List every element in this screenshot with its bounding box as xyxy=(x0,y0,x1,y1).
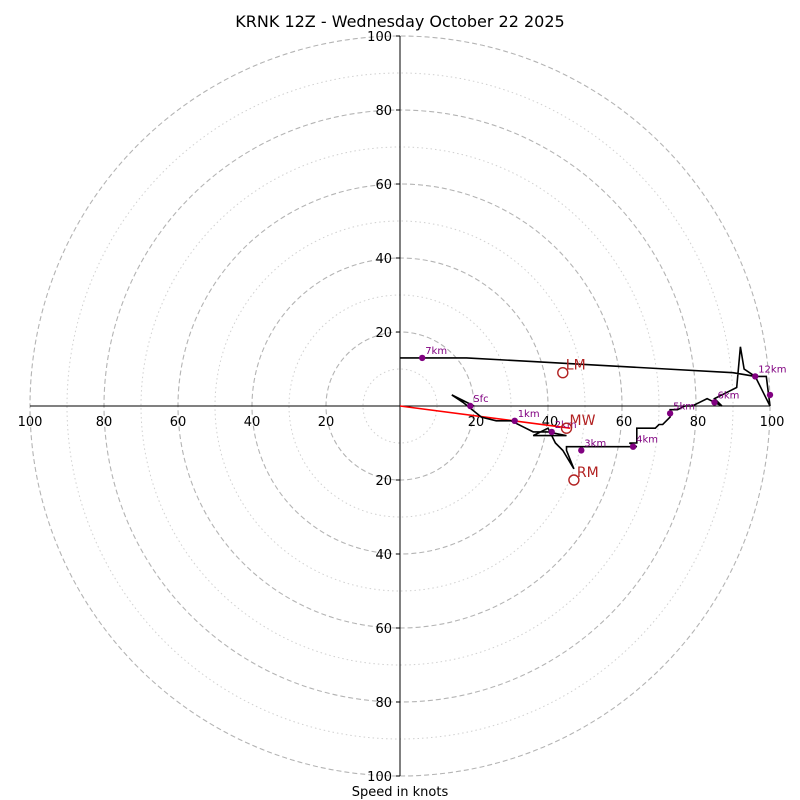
x-tick-label-left: 20 xyxy=(318,415,335,430)
height-marker-label: 7km xyxy=(425,346,447,357)
storm-motion-marker xyxy=(557,367,569,379)
x-tick-label-left: 100 xyxy=(18,415,43,430)
height-marker-dot xyxy=(666,410,674,417)
y-tick-label-down: 80 xyxy=(375,696,392,711)
height-marker-label: 4km xyxy=(636,435,658,446)
storm-motion-marker xyxy=(568,474,580,486)
storm-motion-label: MW xyxy=(570,413,596,429)
height-marker-dot xyxy=(511,417,518,424)
height-marker-label: 6km xyxy=(718,390,740,401)
y-tick-label-down: 60 xyxy=(375,622,392,637)
chart-title: KRNK 12Z - Wednesday October 22 2025 xyxy=(235,12,564,31)
height-marker-dot xyxy=(578,447,585,454)
y-tick-label-down: 100 xyxy=(367,770,392,785)
height-marker-label: 5km xyxy=(673,401,695,412)
y-tick-label-down: 20 xyxy=(375,474,392,489)
height-marker-label: 1km xyxy=(518,409,540,420)
x-tick-label-left: 40 xyxy=(244,415,261,430)
storm-motion-label: LM xyxy=(566,358,586,374)
height-marker-label: 12km xyxy=(758,364,786,375)
height-marker-label: Sfc xyxy=(473,394,488,405)
height-marker-label: 2km xyxy=(555,420,577,431)
height-marker-dot xyxy=(419,354,426,362)
x-tick-label-right: 100 xyxy=(760,415,785,430)
height-marker-dot xyxy=(752,373,759,380)
height-marker-dot xyxy=(629,443,637,450)
height-marker-dot xyxy=(548,428,555,436)
height-marker-dot xyxy=(467,402,474,410)
storm-motion-label: RM xyxy=(577,465,599,481)
x-tick-label-left: 80 xyxy=(96,415,113,430)
storm-motion-markers: LM MW RM xyxy=(557,358,599,486)
x-axis-label: Speed in knots xyxy=(352,785,449,800)
x-tick-label-right: 80 xyxy=(690,415,707,430)
y-tick-label-up: 80 xyxy=(375,104,392,119)
height-marker-label: 3km xyxy=(584,438,606,449)
y-tick-label-up: 60 xyxy=(375,178,392,193)
x-tick-label-right: 20 xyxy=(468,415,485,430)
height-marker-dot xyxy=(766,391,774,399)
height-marker-dot xyxy=(711,399,718,406)
height-markers: Sfc 1km 2km 3km 4km 5km 6km 12km 7km xyxy=(419,346,786,454)
x-tick-label-left: 60 xyxy=(170,415,187,430)
y-tick-label-up: 20 xyxy=(375,326,392,341)
y-tick-label-up: 100 xyxy=(367,30,392,45)
storm-motion-marker xyxy=(560,422,573,434)
x-tick-label-right: 60 xyxy=(616,415,633,430)
y-tick-label-down: 40 xyxy=(375,548,392,563)
storm-motion-shear-line xyxy=(399,405,571,429)
y-tick-label-up: 40 xyxy=(375,252,392,267)
